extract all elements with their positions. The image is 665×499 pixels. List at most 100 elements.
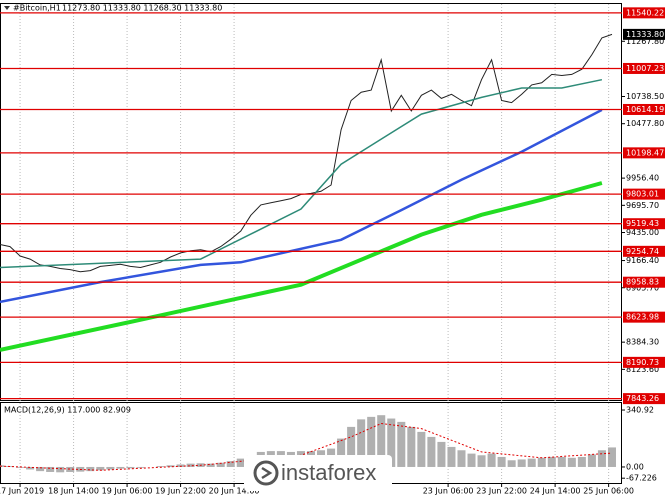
y-tick-label: 9435.00 — [626, 228, 659, 237]
y-tick-label: 8905.70 — [626, 283, 659, 292]
series-line — [0, 78, 603, 269]
macd-bar — [26, 466, 35, 470]
level-label-bg — [623, 188, 665, 200]
macd-bar — [507, 460, 516, 467]
series-line — [0, 181, 603, 352]
level-label-bg — [623, 103, 665, 115]
macd-bar — [206, 463, 215, 467]
level-label: 7843.26 — [626, 394, 659, 403]
y-tick-label: 8123.60 — [626, 365, 659, 374]
macd-title: MACD(12,26,9) 117.000 82.909 — [4, 406, 131, 415]
macd-bar — [457, 450, 466, 467]
macd-bar — [547, 456, 556, 467]
macd-bar — [357, 419, 366, 467]
level-label: 10198.47 — [626, 148, 664, 157]
macd-bar — [447, 446, 456, 467]
watermark: instaforex — [281, 460, 376, 485]
macd-bar — [497, 456, 506, 467]
macd-bar — [377, 415, 386, 467]
macd-bar — [126, 466, 135, 469]
macd-bar — [347, 426, 356, 467]
y-tick-label: 10477.80 — [626, 119, 664, 128]
macd-bar — [587, 454, 596, 467]
watermark-bg — [244, 455, 392, 491]
level-label-bg — [623, 245, 665, 257]
x-tick-label: 24 Jun 14:00 — [530, 487, 581, 496]
macd-bar — [427, 436, 436, 467]
y-tick-label: 9695.70 — [626, 201, 659, 210]
macd-bar — [477, 455, 486, 467]
x-tick-label: 23 Jun 22:00 — [476, 487, 527, 496]
macd-bar — [417, 431, 426, 467]
macd-bar — [517, 459, 526, 467]
macd-bar — [527, 458, 536, 467]
series-line — [0, 108, 603, 304]
y-tick-label: 8384.30 — [626, 338, 659, 347]
level-label: 9254.74 — [626, 247, 659, 256]
y-tick-label: 9956.40 — [626, 174, 659, 183]
level-label: 9803.01 — [626, 190, 659, 199]
ohlc: 11273.80 11333.80 11268.30 11333.80 — [62, 4, 222, 13]
main-frame — [0, 3, 622, 401]
level-label: 8623.98 — [626, 313, 659, 322]
level-label-bg — [623, 276, 665, 288]
level-label: 8190.73 — [626, 358, 659, 367]
level-label: 11540.22 — [626, 8, 664, 17]
level-label: 9519.43 — [626, 219, 659, 228]
y-tick-label: -67.226 — [626, 474, 657, 483]
x-tick-label: 25 Jun 06:00 — [583, 487, 634, 496]
last-price-label: 11333.80 — [626, 30, 664, 39]
macd-bar — [176, 464, 185, 467]
level-label-bg — [623, 7, 665, 19]
level-label-bg — [623, 356, 665, 368]
level-label-bg — [623, 147, 665, 159]
y-tick-label: 10738.50 — [626, 92, 664, 101]
macd-bar — [166, 465, 175, 467]
macd-bar — [156, 466, 165, 467]
macd-bar — [86, 466, 95, 472]
y-tick-label: 0.00 — [626, 462, 644, 471]
macd-bar — [46, 466, 55, 472]
macd-bar — [467, 453, 476, 467]
level-label-bg — [623, 311, 665, 323]
macd-bar — [337, 438, 346, 467]
level-label-bg — [623, 218, 665, 230]
x-tick-label: 19 Jun 22:00 — [155, 487, 206, 496]
watermark-logo — [253, 460, 279, 486]
symbol-title: #Bitcoin,H1 — [13, 4, 61, 13]
level-label-bg — [623, 62, 665, 74]
macd-bar — [216, 462, 225, 467]
y-tick-label: 9166.40 — [626, 256, 659, 265]
macd-bar — [6, 466, 15, 467]
macd-bar — [236, 458, 245, 467]
menu-icon — [4, 6, 10, 10]
macd-bar — [577, 456, 586, 467]
macd-bar — [597, 450, 606, 467]
watermark-box: instaforex — [244, 455, 392, 491]
watermark-logo-arrow — [261, 466, 273, 480]
macd-bar — [437, 441, 446, 467]
macd-bar — [66, 466, 75, 472]
macd-bar — [36, 466, 45, 472]
x-tick-label: 17 Jun 2019 — [0, 487, 44, 496]
macd-bar — [557, 456, 566, 467]
macd-bar — [106, 466, 115, 470]
y-tick-label: 11267.80 — [626, 37, 664, 46]
level-label-bg — [623, 393, 665, 405]
level-label: 10614.19 — [626, 105, 664, 114]
macd-bar — [116, 466, 125, 469]
macd-bar — [407, 426, 416, 467]
last-price-bg — [623, 28, 665, 40]
x-tick-label: 20 Jun 14:00 — [209, 487, 260, 496]
macd-bar — [0, 465, 5, 467]
x-tick-label: 19 Jun 06:00 — [102, 487, 153, 496]
macd-bar — [367, 416, 376, 467]
x-tick-label: 18 Jun 14:00 — [48, 487, 99, 496]
macd-bar — [567, 457, 576, 467]
macd-bar — [487, 453, 496, 467]
macd-bar — [387, 418, 396, 467]
macd-bar — [607, 447, 616, 467]
macd-bar — [186, 463, 195, 467]
macd-bar — [96, 466, 105, 471]
